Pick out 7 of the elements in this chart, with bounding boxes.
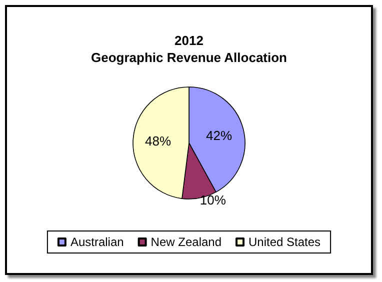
legend-label: Australian bbox=[70, 235, 124, 249]
data-label: 10% bbox=[200, 192, 226, 208]
data-label: 48% bbox=[145, 134, 172, 149]
legend-label: United States bbox=[248, 235, 321, 249]
chart-title: 2012 Geographic Revenue Allocation bbox=[90, 33, 288, 65]
data-label: 42% bbox=[206, 128, 232, 143]
legend-label: New Zealand bbox=[150, 235, 222, 249]
